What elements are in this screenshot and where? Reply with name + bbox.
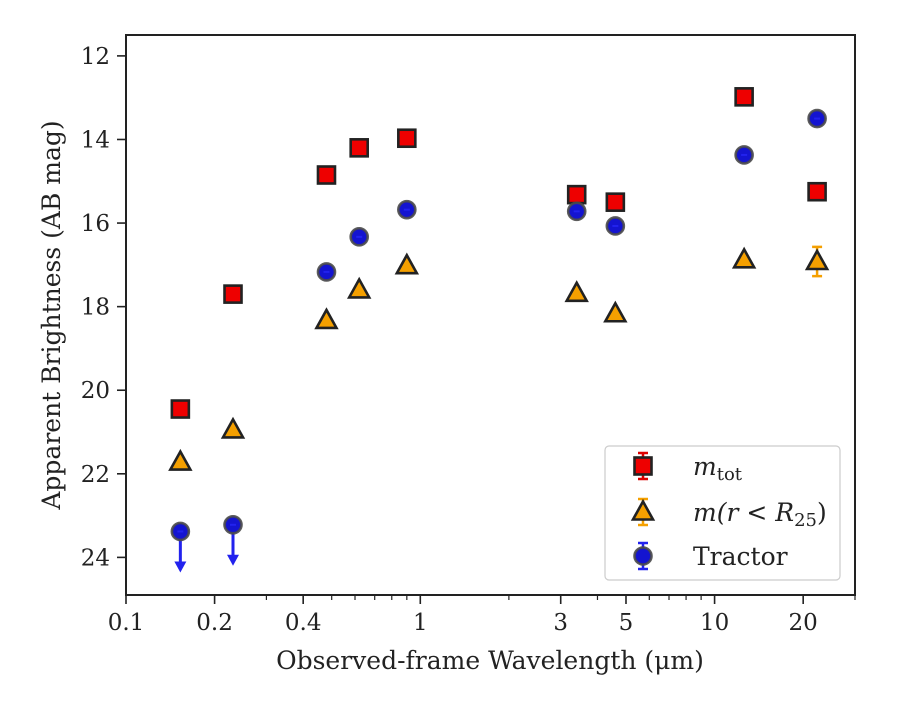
y-tick-label: 12 [81, 44, 110, 70]
x-tick-label: 0.2 [196, 610, 233, 636]
data-point [314, 307, 339, 330]
legend-item: mtot [633, 451, 743, 485]
x-tick-label: 0.4 [285, 610, 322, 636]
series-2 [170, 108, 827, 573]
legend: mtot m(r < R25) Tractor [604, 445, 841, 581]
data-point [564, 280, 589, 303]
x-tick-label: 20 [789, 610, 818, 636]
data-point [349, 138, 369, 158]
data-point [603, 300, 628, 323]
plot-frame [125, 34, 856, 596]
y-tick-label: 16 [81, 211, 110, 237]
data-point [605, 192, 626, 212]
data-point [346, 276, 372, 299]
y-tick-label: 20 [81, 378, 110, 404]
legend-label: Tractor [693, 542, 788, 571]
x-tick-label: 5 [619, 610, 634, 636]
data-point [168, 448, 193, 471]
axes-ticks: 0.1 0.2 0.4 1 3 5 10 20 12 14 16 18 20 22 24 [81, 44, 856, 636]
data-point [731, 246, 757, 269]
data-point [807, 181, 827, 202]
data-point [804, 248, 830, 271]
y-tick-label: 14 [81, 127, 110, 153]
y-tick-label: 22 [81, 462, 110, 488]
y-axis-title: Apparent Brightness (AB mag) [37, 120, 66, 510]
data-point [223, 284, 243, 304]
y-tick-label: 24 [81, 545, 110, 571]
x-axis-title: Observed-frame Wavelength (μm) [276, 646, 704, 675]
legend-marker [633, 456, 653, 476]
data-point [566, 184, 587, 205]
y-tick-label: 18 [81, 295, 110, 321]
data-point [394, 252, 420, 275]
legend-box [604, 445, 841, 581]
legend-label: m(r < R25) [693, 498, 827, 531]
legend-marker [633, 546, 653, 566]
data-points [168, 87, 830, 573]
x-tick-label: 10 [700, 610, 729, 636]
series-0 [170, 87, 827, 419]
data-point [220, 416, 246, 439]
x-tick-label: 3 [553, 610, 568, 636]
legend-item: m(r < R25) [630, 497, 827, 531]
legend-marker [630, 498, 656, 521]
data-point [316, 165, 337, 185]
data-point [734, 87, 754, 107]
series-1 [168, 245, 830, 471]
upper-limit-arrowhead [227, 554, 240, 566]
legend-label: mtot [693, 452, 743, 485]
upper-limit-arrowhead [174, 561, 187, 573]
legend-item: Tractor [633, 541, 788, 571]
x-tick-label: 1 [413, 610, 428, 636]
data-point [170, 399, 191, 419]
data-point [397, 128, 417, 149]
x-tick-label: 0.1 [108, 610, 145, 636]
